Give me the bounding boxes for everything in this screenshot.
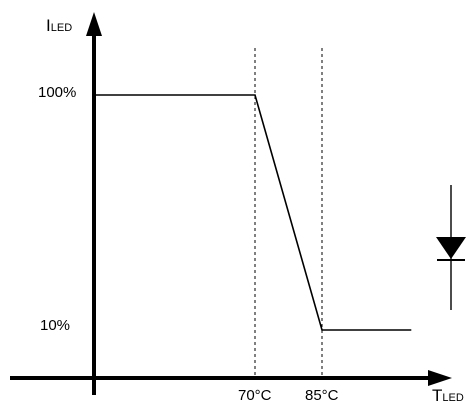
y-axis-arrow xyxy=(86,12,102,36)
derating-curve xyxy=(94,94,412,331)
y-axis-label: ILED xyxy=(46,16,72,35)
x-tick-85: 85°C xyxy=(305,387,339,402)
x-axis-arrow xyxy=(428,370,452,386)
x-axis-label: TLED xyxy=(432,386,464,402)
y-tick-100: 100% xyxy=(38,84,76,101)
diode-icon xyxy=(436,185,466,310)
x-axis-label-sub: LED xyxy=(442,392,463,402)
y-axis-label-sub: LED xyxy=(51,22,72,34)
x-tick-70: 70°C xyxy=(238,387,272,402)
y-tick-10: 10% xyxy=(40,317,70,334)
